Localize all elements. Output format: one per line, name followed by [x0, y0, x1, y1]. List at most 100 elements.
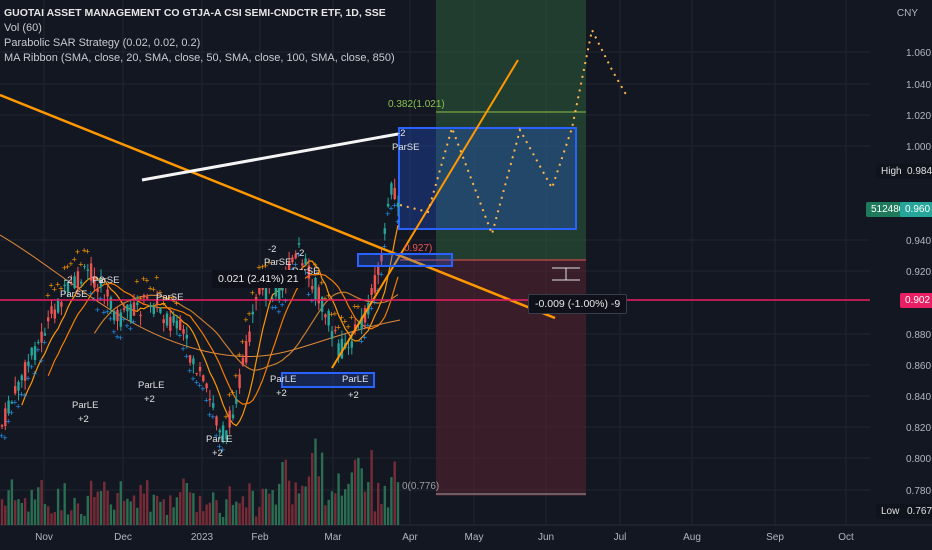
svg-text:+: + [95, 305, 100, 315]
svg-text:+: + [388, 203, 393, 213]
svg-text:+: + [382, 242, 387, 252]
vol-indicator-label[interactable]: Vol (60) [4, 22, 42, 34]
svg-text:+: + [174, 298, 179, 308]
profit-zone [436, 0, 586, 260]
svg-text:+: + [392, 200, 397, 210]
svg-text:+: + [280, 300, 285, 310]
zone-box-lower [281, 372, 375, 388]
symbol-title[interactable]: GUOTAI ASSET MANAGEMENT CO GTJA-A CSI SE… [4, 7, 386, 19]
svg-text:+: + [395, 217, 400, 227]
trendline-up [331, 59, 519, 369]
price-axis[interactable]: 1.060 1.040 1.020 1.000 0.940 0.920 0.880 0.860… [906, 48, 931, 497]
svg-text:+: + [372, 298, 377, 308]
svg-text:+: + [379, 269, 384, 279]
svg-text:+: + [82, 246, 87, 256]
time-tick: May [465, 532, 484, 543]
price-tick: 1.060 [906, 48, 931, 59]
volume-bars [0, 438, 400, 525]
svg-text:+: + [276, 307, 281, 317]
svg-text:+: + [237, 350, 242, 360]
signal-label: ParSE [392, 142, 419, 153]
svg-text:+: + [12, 397, 17, 407]
svg-text:+: + [58, 284, 63, 294]
svg-text:+: + [68, 259, 73, 269]
svg-text:+: + [78, 260, 83, 270]
signal-label: -2 [64, 275, 72, 286]
high-value-badge: 0.984 [902, 164, 932, 179]
price-tick: 0.800 [906, 454, 931, 465]
psar-indicator-label[interactable]: Parabolic SAR Strategy (0.02, 0.02, 0.2) [4, 37, 201, 49]
svg-text:+: + [42, 337, 47, 347]
svg-text:+: + [190, 374, 195, 384]
svg-text:+: + [52, 284, 57, 294]
signal-label: ParLE [206, 434, 232, 445]
currency-label[interactable]: CNY [896, 8, 918, 19]
time-tick: Nov [35, 532, 53, 543]
svg-text:+: + [329, 310, 334, 320]
svg-text:+: + [256, 263, 261, 273]
svg-text:+: + [65, 262, 70, 272]
svg-text:+: + [217, 441, 222, 451]
volume-value-badge: 512480 [866, 202, 910, 217]
signal-label: +2 [348, 390, 359, 401]
svg-text:+: + [171, 293, 176, 303]
time-tick: Jun [538, 532, 554, 543]
svg-text:+: + [151, 285, 156, 295]
last-price-badge: 0.960 [900, 202, 932, 217]
svg-text:+: + [200, 384, 205, 394]
signal-label: +2 [212, 448, 223, 459]
svg-text:+: + [220, 445, 225, 455]
projection-path [399, 26, 629, 238]
trendline-down [0, 93, 556, 320]
svg-text:+: + [332, 309, 337, 319]
svg-text:+: + [45, 291, 50, 301]
svg-text:+: + [230, 388, 235, 398]
svg-text:+: + [161, 298, 166, 308]
signal-label: -2 [397, 128, 405, 139]
measure-bracket [552, 267, 580, 281]
high-label-badge: High [876, 164, 907, 179]
time-tick: Dec [114, 532, 132, 543]
svg-text:+: + [154, 272, 159, 282]
svg-text:+: + [243, 315, 248, 325]
price-tick: 0.840 [906, 392, 931, 403]
svg-text:+: + [16, 401, 21, 411]
time-axis[interactable]: Nov Dec 2023 Feb Mar Apr May Jun Jul Aug Sep Oct [35, 532, 854, 543]
svg-text:+: + [148, 283, 153, 293]
svg-text:+: + [88, 288, 93, 298]
svg-text:+: + [263, 261, 268, 271]
fib-mid-label: 0.927) [404, 243, 432, 254]
svg-text:+: + [138, 293, 143, 303]
svg-text:+: + [62, 263, 67, 273]
svg-text:+: + [266, 258, 271, 268]
ribbon-indicator-label[interactable]: MA Ribbon (SMA, close, 20, SMA, close, 5… [4, 52, 395, 64]
svg-text:+: + [250, 288, 255, 298]
svg-text:+: + [309, 296, 314, 306]
fib-bottom-label: 0(0.776) [402, 481, 439, 492]
svg-text:+: + [32, 368, 37, 378]
svg-text:+: + [214, 431, 219, 441]
svg-text:+: + [19, 389, 24, 399]
svg-text:+: + [227, 390, 232, 400]
svg-text:+: + [369, 303, 374, 313]
candlesticks [0, 178, 400, 445]
zone-box-small [357, 253, 453, 267]
low-label-badge: Low [876, 504, 905, 519]
svg-text:+: + [283, 296, 288, 306]
price-tick: 0.780 [906, 486, 931, 497]
signal-labels: -2ParSE-2ParSEParSE-2ParSE-2ParSE-2ParSE… [60, 128, 419, 459]
time-tick: Sep [766, 532, 784, 543]
time-tick: Mar [324, 532, 342, 543]
svg-text:+: + [105, 307, 110, 317]
svg-text:+: + [247, 309, 252, 319]
signal-label: +2 [78, 414, 89, 425]
price-tick: 1.020 [906, 111, 931, 122]
svg-text:+: + [144, 275, 149, 285]
price-tick: 0.920 [906, 267, 931, 278]
signal-label: -2 [296, 248, 304, 259]
svg-text:+: + [29, 362, 34, 372]
svg-text:+: + [233, 371, 238, 381]
svg-text:+: + [121, 314, 126, 324]
